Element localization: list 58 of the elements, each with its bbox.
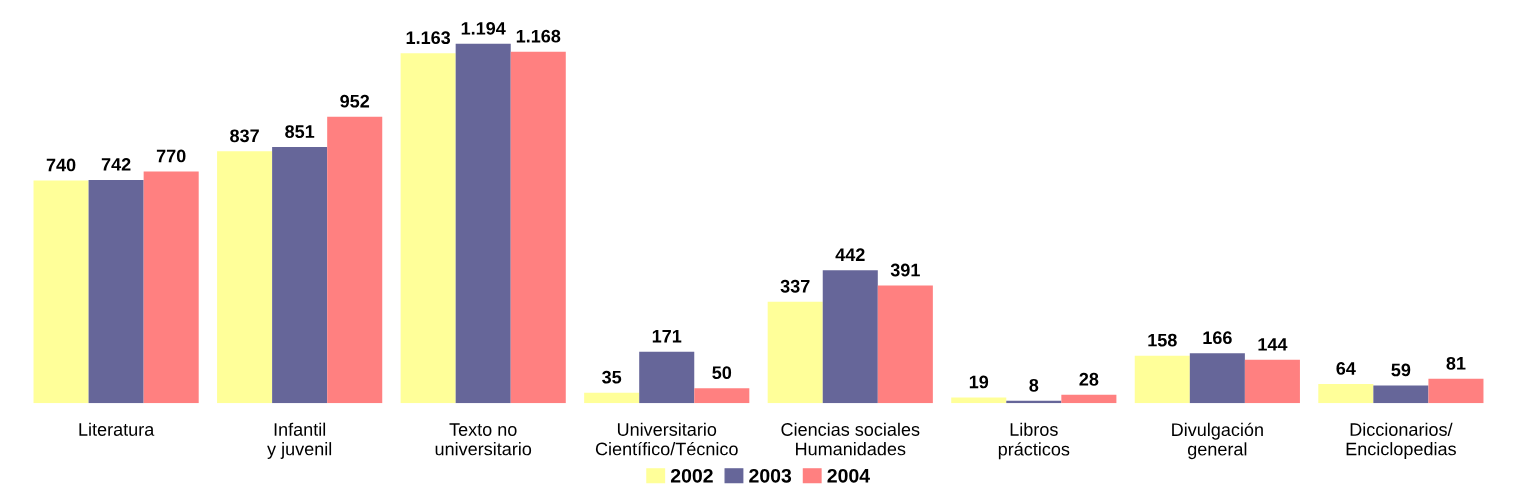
- data-label: 1.194: [461, 21, 506, 35]
- legend-label: 2002: [670, 468, 713, 483]
- bar: [639, 351, 695, 404]
- data-label: 337: [780, 279, 810, 293]
- data-label: 1.163: [406, 31, 451, 45]
- data-label: 851: [285, 125, 315, 138]
- bar: [217, 151, 273, 404]
- bar: [767, 301, 823, 404]
- data-label: 740: [46, 158, 76, 172]
- data-label: 28: [1079, 372, 1099, 386]
- data-label: 166: [1203, 331, 1232, 345]
- x-tick-label: Literatura: [79, 422, 155, 436]
- bar: [822, 270, 878, 404]
- x-tick-label: Texto no universitario: [435, 423, 532, 456]
- data-label: 59: [1391, 363, 1411, 377]
- x-tick-label: Infantil y juvenil: [267, 422, 332, 459]
- x-tick-label: Ciencias sociales Humanidades: [781, 422, 920, 456]
- data-label: 1.168: [516, 29, 561, 43]
- x-tick-label: Universitario Científico/Técnico: [595, 422, 738, 456]
- x-tick-label: Libros prácticos: [998, 422, 1070, 460]
- bar: [327, 116, 383, 404]
- bar: [584, 392, 640, 404]
- bar: [88, 179, 144, 404]
- data-label: 770: [156, 149, 186, 163]
- bar: [510, 51, 566, 404]
- bar: [272, 147, 328, 404]
- bar: [400, 53, 456, 404]
- data-label: 35: [602, 370, 622, 384]
- x-tick-label: Diccionarios/ Enciclopedias: [1346, 422, 1456, 459]
- data-label: 158: [1148, 333, 1177, 347]
- data-label: 171: [652, 330, 682, 343]
- bar: [1373, 385, 1429, 404]
- data-label: 837: [230, 129, 259, 143]
- bar: [1318, 383, 1374, 404]
- data-label: 64: [1336, 362, 1356, 375]
- bar: [877, 285, 933, 404]
- data-label: 391: [890, 263, 920, 277]
- data-label: 144: [1258, 338, 1288, 351]
- bar: [1189, 353, 1245, 404]
- data-label: 50: [712, 366, 732, 380]
- legend-label: 2004: [827, 468, 870, 483]
- data-label: 19: [969, 375, 989, 389]
- bar: [1134, 355, 1190, 404]
- x-tick-label: Divulgación general: [1172, 422, 1263, 460]
- data-label: 8: [1029, 378, 1039, 392]
- data-label: 81: [1446, 356, 1466, 370]
- bar: [33, 180, 89, 404]
- bar: [455, 43, 511, 404]
- legend-label: 2003: [749, 468, 792, 483]
- data-label: 442: [835, 248, 865, 261]
- bar: [143, 171, 199, 404]
- bar: [1428, 378, 1484, 404]
- data-label: 742: [101, 157, 131, 171]
- bar: [1061, 394, 1117, 404]
- bar: [951, 397, 1007, 404]
- bar: [694, 388, 750, 404]
- data-label: 952: [340, 94, 370, 108]
- bar: [1244, 359, 1300, 404]
